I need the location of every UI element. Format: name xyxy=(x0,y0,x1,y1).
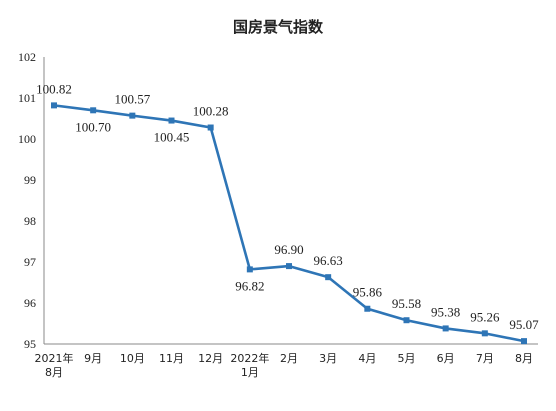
x-tick-label: 2月 xyxy=(280,352,298,365)
y-tick-label: 100 xyxy=(18,132,36,146)
data-label: 100.45 xyxy=(154,130,190,145)
x-tick-label: 10月 xyxy=(120,352,145,365)
data-label: 96.63 xyxy=(314,253,343,268)
data-point-marker xyxy=(129,112,136,119)
data-label: 96.82 xyxy=(235,278,264,293)
y-tick-label: 96 xyxy=(24,296,36,310)
y-tick-label: 99 xyxy=(24,173,36,187)
x-tick-label: 1月 xyxy=(241,366,259,379)
data-point-marker xyxy=(442,325,449,332)
data-point-marker xyxy=(521,338,527,345)
x-tick-label: 11月 xyxy=(159,352,184,365)
data-label: 95.26 xyxy=(470,309,500,324)
data-label: 95.38 xyxy=(431,304,460,319)
x-tick-label: 9月 xyxy=(84,352,102,365)
data-point-marker xyxy=(246,266,253,273)
data-point-marker xyxy=(90,107,97,114)
data-label: 100.57 xyxy=(114,92,150,107)
chart-title: 国房景气指数 xyxy=(232,18,323,36)
data-point-marker xyxy=(325,274,332,281)
data-label: 100.70 xyxy=(75,119,111,134)
x-tick-label: 7月 xyxy=(476,352,494,365)
data-label: 95.07 xyxy=(509,317,539,332)
data-label: 95.58 xyxy=(392,296,421,311)
x-tick-label: 5月 xyxy=(398,352,416,365)
data-point-marker xyxy=(286,263,292,270)
y-tick-label: 102 xyxy=(18,50,36,64)
data-point-marker xyxy=(403,317,410,324)
data-label: 96.90 xyxy=(274,242,303,257)
data-label: 100.82 xyxy=(36,81,72,96)
data-label: 100.28 xyxy=(193,104,229,119)
data-point-marker xyxy=(207,124,214,131)
data-point-marker xyxy=(364,305,371,312)
data-point-marker xyxy=(168,117,175,124)
y-tick-label: 97 xyxy=(24,255,36,269)
x-tick-label: 8月 xyxy=(45,366,63,379)
x-tick-label: 6月 xyxy=(437,352,455,365)
y-tick-label: 98 xyxy=(24,214,36,228)
x-tick-label: 8月 xyxy=(515,352,533,365)
x-tick-label: 3月 xyxy=(319,352,337,365)
data-point-marker xyxy=(51,102,57,109)
data-label: 95.86 xyxy=(353,285,383,300)
x-tick-label: 2021年 xyxy=(35,351,74,365)
x-tick-label: 12月 xyxy=(198,352,223,365)
x-tick-label: 4月 xyxy=(358,352,376,365)
y-tick-label: 101 xyxy=(18,91,36,105)
x-tick-label: 2022年 xyxy=(230,351,269,365)
data-point-marker xyxy=(481,330,488,337)
y-tick-label: 95 xyxy=(24,337,36,351)
